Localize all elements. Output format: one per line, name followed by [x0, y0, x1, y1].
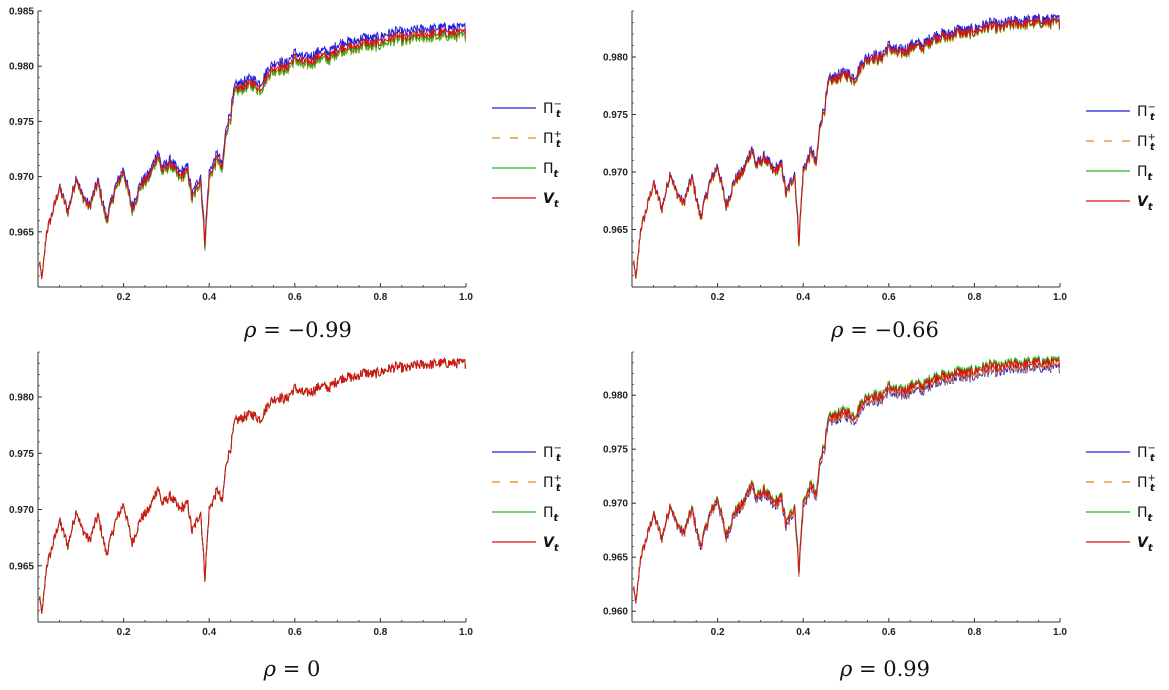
panel-caption: ρ = 0.99	[839, 657, 930, 681]
y-tick-label: 0.980	[9, 393, 34, 404]
series-line-pi	[39, 30, 467, 279]
series-line-pi	[633, 17, 1061, 279]
x-tick-label: 0.4	[202, 292, 216, 303]
y-tick-label: 0.970	[603, 168, 628, 179]
legend-label: Πt	[543, 161, 560, 180]
chart-panel-1: 0.2 0.4 0.6 0.8 1.0 0.965 0.970 0.975 0.980 0.985…	[9, 7, 562, 343]
x-tick-label: 0.8	[967, 292, 981, 303]
series-line-pi	[633, 354, 1061, 604]
x-tick-label: 0.8	[373, 627, 387, 638]
panel-caption: ρ = 0	[263, 657, 321, 681]
y-tick-label: 0.965	[9, 561, 34, 572]
x-tick-label: 0.6	[882, 627, 896, 638]
y-tick-label: 0.965	[603, 225, 628, 236]
panel-caption: ρ = −0.66	[830, 318, 939, 342]
legend: Π− t Π+ t Πt Vt	[1086, 443, 1156, 554]
legend-label: Vt	[1137, 535, 1154, 554]
y-tick-label: 0.975	[9, 449, 34, 460]
y-tick-label: 0.970	[9, 505, 34, 516]
x-tick-label: 0.2	[117, 627, 131, 638]
x-tick-label: 0.4	[796, 292, 810, 303]
y-tick-label: 0.980	[9, 62, 34, 73]
x-tick-label: 1.0	[1053, 292, 1067, 303]
y-tick-label: 0.965	[603, 553, 628, 564]
y-tick-label: 0.960	[603, 607, 628, 618]
y-tick-label: 0.965	[9, 227, 34, 238]
y-tick-label: 0.980	[603, 53, 628, 64]
chart-panel-2: 0.2 0.4 0.6 0.8 1.0 0.965 0.970 0.975 0.980 ρ = −…	[603, 10, 1156, 342]
legend-label: Π− t	[543, 99, 562, 120]
legend-label: Πt	[543, 505, 560, 524]
x-tick-label: 0.2	[117, 292, 131, 303]
series-line-pi-plus	[633, 18, 1061, 279]
legend-label: Vt	[543, 191, 560, 210]
legend-label: Π+ t	[543, 129, 562, 150]
x-tick-label: 0.8	[373, 292, 387, 303]
y-tick-label: 0.985	[9, 7, 34, 18]
legend-label: Π+ t	[1137, 473, 1156, 494]
legend-label: Π− t	[543, 443, 562, 464]
y-tick-label: 0.980	[603, 391, 628, 402]
x-tick-label: 0.6	[288, 627, 302, 638]
series-line-v	[39, 27, 467, 279]
legend: Π− t Π+ t Πt Vt	[492, 443, 562, 554]
chart-panel-3: 0.2 0.4 0.6 0.8 1.0 0.965 0.970 0.975 0.980 ρ = 0…	[9, 351, 562, 681]
series-line-pi-plus	[633, 361, 1061, 604]
legend: Π− t Π+ t Πt Vt	[1086, 102, 1156, 213]
series-line-pi-plus	[39, 31, 467, 279]
legend-label: Vt	[543, 535, 560, 554]
legend-label: Π+ t	[1137, 132, 1156, 153]
legend-label: Vt	[1137, 194, 1154, 213]
series-line-pi-minus	[39, 21, 467, 279]
legend-label: Πt	[1137, 505, 1154, 524]
x-tick-label: 0.8	[967, 627, 981, 638]
legend-label: Π− t	[1137, 443, 1156, 464]
series-line-v	[39, 357, 467, 614]
series-line-pi	[39, 357, 467, 614]
y-tick-label: 0.975	[9, 117, 34, 128]
series-line-pi-plus	[39, 357, 467, 614]
x-tick-label: 0.4	[796, 627, 810, 638]
x-tick-label: 0.6	[882, 292, 896, 303]
legend-label: Πt	[1137, 164, 1154, 183]
x-tick-label: 1.0	[1053, 627, 1067, 638]
series-line-v	[633, 357, 1061, 604]
x-tick-label: 1.0	[459, 292, 473, 303]
series-line-pi-minus	[633, 12, 1061, 279]
legend: Π− t Π+ t Πt Vt	[492, 99, 562, 210]
chart-panel-4: 0.2 0.4 0.6 0.8 1.0 0.960 0.965 0.970 0.975 0.980…	[603, 351, 1156, 681]
y-tick-label: 0.975	[603, 110, 628, 121]
x-tick-label: 1.0	[459, 627, 473, 638]
y-tick-label: 0.970	[9, 172, 34, 183]
x-tick-label: 0.2	[711, 292, 725, 303]
legend-label: Π− t	[1137, 102, 1156, 123]
series-line-pi-minus	[39, 357, 467, 614]
series-line-v	[633, 16, 1061, 279]
y-tick-label: 0.970	[603, 499, 628, 510]
y-tick-label: 0.975	[603, 445, 628, 456]
series-line-pi-minus	[633, 362, 1061, 604]
panel-caption: ρ = −0.99	[243, 318, 352, 342]
x-tick-label: 0.2	[711, 627, 725, 638]
legend-label: Π+ t	[543, 473, 562, 494]
x-tick-label: 0.4	[202, 627, 216, 638]
x-tick-label: 0.6	[288, 292, 302, 303]
